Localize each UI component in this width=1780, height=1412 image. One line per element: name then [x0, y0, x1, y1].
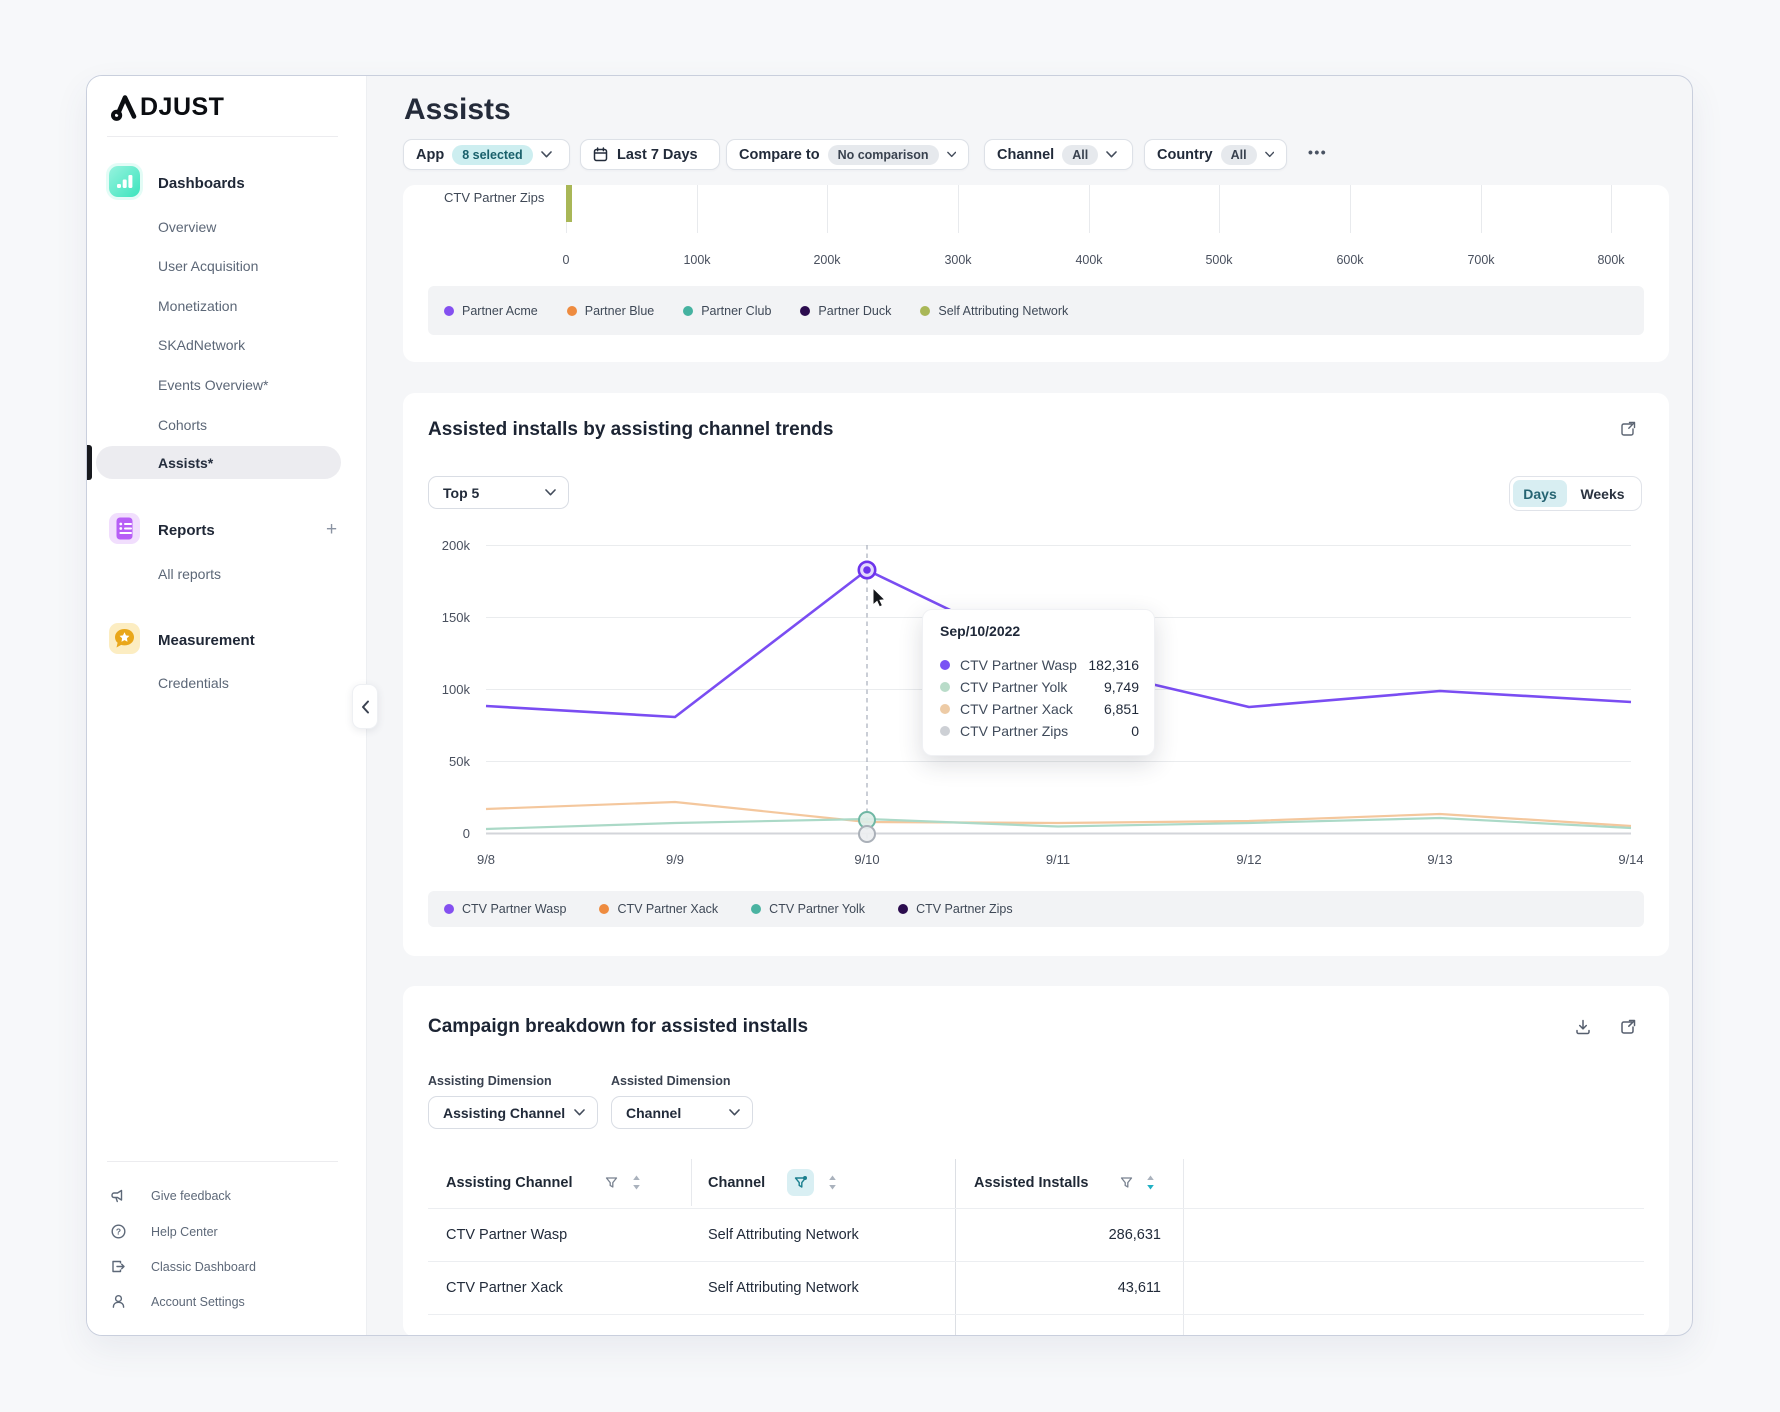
svg-text:?: ?: [116, 1227, 121, 1237]
